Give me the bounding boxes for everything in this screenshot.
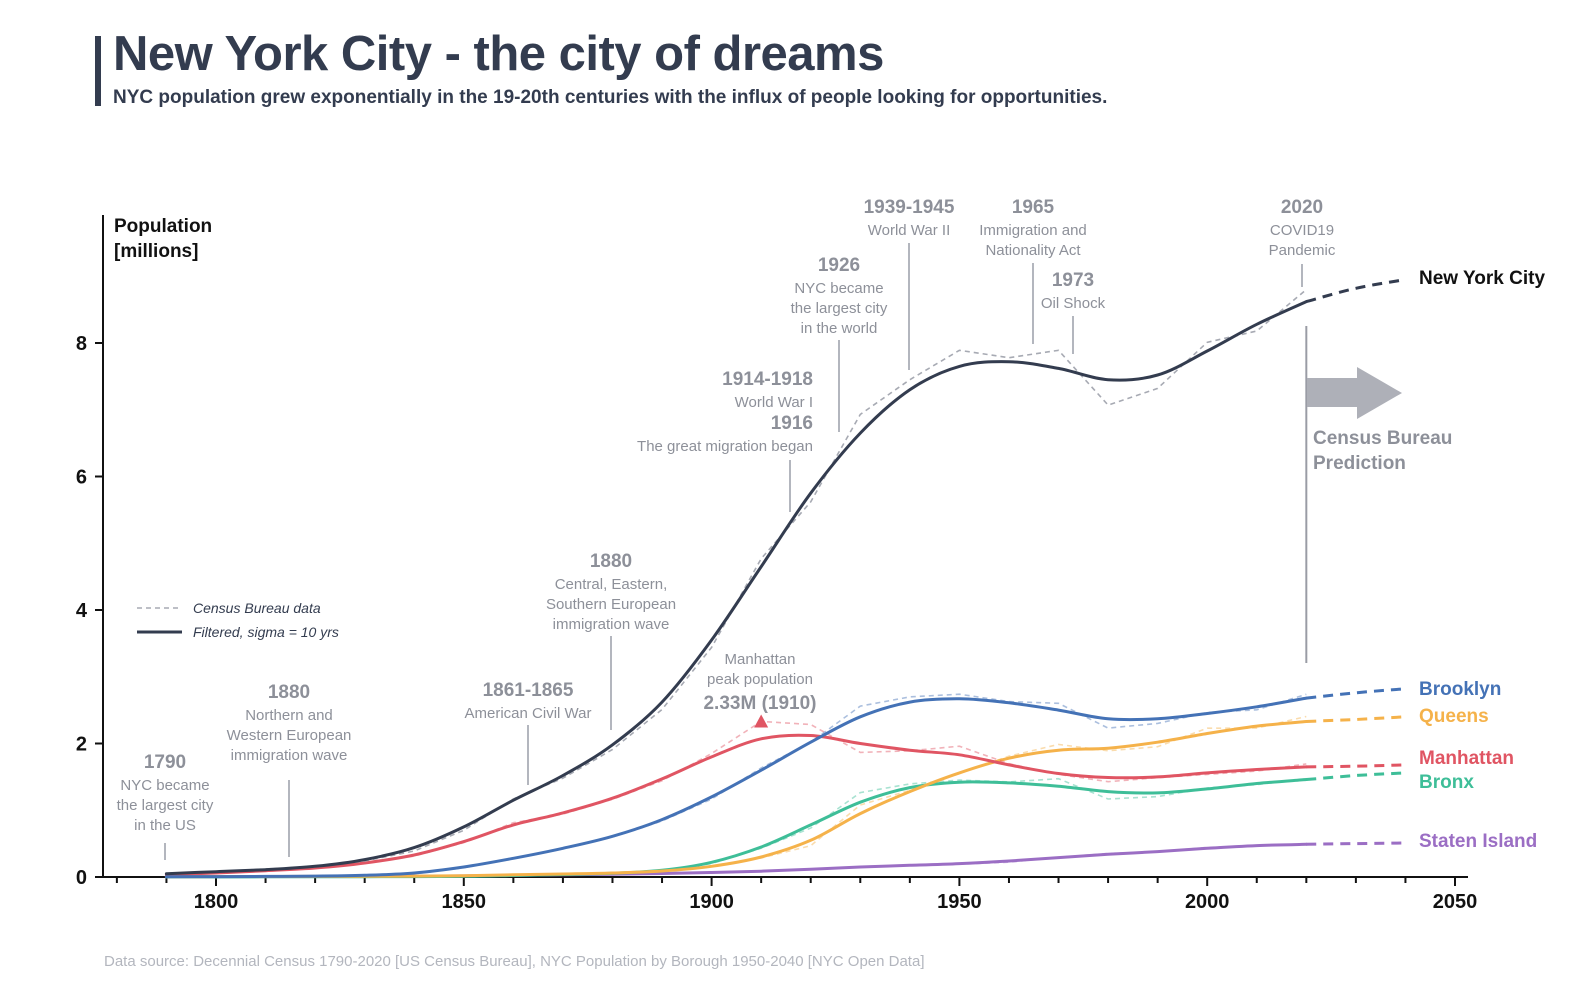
peak-annotation-line2: peak population xyxy=(707,671,813,688)
series-label-bronx: Bronx xyxy=(1419,772,1474,793)
annotation-text: NYC became xyxy=(120,777,209,794)
annotation-year: 1939-1945 xyxy=(864,197,955,218)
prediction-label-line1: Census Bureau xyxy=(1313,428,1452,449)
annotation: 1973 Oil Shock xyxy=(1041,270,1106,354)
filtered-line-manhattan xyxy=(164,733,1308,877)
peak-annotation-line1: Manhattan xyxy=(725,651,796,668)
prediction-label-line2: Prediction xyxy=(1313,453,1406,474)
x-tick-label: 2050 xyxy=(1433,891,1478,913)
annotation-text: The great migration began xyxy=(637,438,813,455)
prediction-line-staten-island xyxy=(1306,841,1406,846)
x-tick-label: 2000 xyxy=(1185,891,1230,913)
annotation-text: Northern and xyxy=(245,707,333,724)
prediction-arrow-icon xyxy=(1307,367,1402,419)
filtered-line-staten-island xyxy=(164,842,1308,879)
annotation-year: 1926 xyxy=(818,255,860,276)
legend: Census Bureau data Filtered, sigma = 10 y… xyxy=(137,600,339,640)
annotation-text: Nationality Act xyxy=(985,242,1081,259)
annotation: 1926 NYC became the largest city in the wor… xyxy=(791,255,888,432)
series-label-queens: Queens xyxy=(1419,706,1489,727)
prediction-line-brooklyn xyxy=(1306,687,1406,700)
x-tick-label: 1800 xyxy=(194,891,239,913)
y-tick-label: 2 xyxy=(76,734,87,756)
annotation-year: 1916 xyxy=(771,413,813,434)
prediction-line-queens xyxy=(1306,715,1406,723)
y-axis-label-line2: [millions] xyxy=(114,241,199,262)
x-tick-label: 1900 xyxy=(689,891,734,913)
annotation: 1880 Central, Eastern, Southern European im… xyxy=(546,551,676,730)
annotation-text: Central, Eastern, xyxy=(555,576,668,593)
annotation-text: the largest city xyxy=(117,797,214,814)
annotation-text: the largest city xyxy=(791,300,888,317)
x-tick-label: 1850 xyxy=(442,891,487,913)
annotation-year: 1914-1918 xyxy=(722,369,813,390)
annotation-year: 1880 xyxy=(268,682,310,703)
filtered-line-brooklyn xyxy=(164,696,1308,879)
annotation-year: 1880 xyxy=(590,551,632,572)
y-axis-label-line1: Population xyxy=(114,216,213,237)
y-axis-label: Population [millions] xyxy=(114,214,212,264)
annotation-year: 1861-1865 xyxy=(483,680,574,701)
annotation: 1790 NYC became the largest city in the US xyxy=(117,752,214,860)
annotation-text: in the US xyxy=(134,817,196,834)
page-title: New York City - the city of dreams xyxy=(113,27,884,81)
annotation-text: in the world xyxy=(801,320,878,337)
title-accent-bar xyxy=(95,36,101,106)
annotation-year: 1973 xyxy=(1052,270,1094,291)
series-label-manhattan: Manhattan xyxy=(1419,748,1514,769)
legend-label-census: Census Bureau data xyxy=(193,600,321,616)
y-tick-label: 4 xyxy=(76,600,88,622)
prediction-line-manhattan xyxy=(1306,763,1406,769)
legend-label-filtered: Filtered, sigma = 10 yrs xyxy=(193,624,339,640)
annotation: 1914-1918 World War I xyxy=(722,369,813,411)
annotation-text: NYC became xyxy=(794,280,883,297)
series-label-new-york-city: New York City xyxy=(1419,268,1545,289)
y-tick-label: 8 xyxy=(76,333,87,355)
annotation-year: 1965 xyxy=(1012,197,1055,218)
annotation-text: immigration wave xyxy=(553,616,670,633)
y-tick-label: 0 xyxy=(76,867,87,889)
prediction-line-new-york-city xyxy=(1305,278,1406,304)
annotation-text: immigration wave xyxy=(231,747,348,764)
series-label-staten-island: Staten Island xyxy=(1419,831,1537,852)
annotation-text: Pandemic xyxy=(1269,242,1336,259)
x-tick-label: 1950 xyxy=(937,891,982,913)
peak-annotation-value: 2.33M (1910) xyxy=(703,693,816,714)
annotation: 1916 The great migration began xyxy=(637,413,813,512)
data-source-note: Data source: Decennial Census 1790-2020 … xyxy=(104,953,925,970)
annotation-text: American Civil War xyxy=(465,705,592,722)
annotation-text: Oil Shock xyxy=(1041,295,1106,312)
annotation: 1939-1945 World War II xyxy=(864,197,955,370)
annotation-text: World War II xyxy=(868,222,951,239)
annotation: 1965 Immigration and Nationality Act xyxy=(979,197,1087,344)
series-label-brooklyn: Brooklyn xyxy=(1419,679,1501,700)
annotation: 1880 Northern and Western European immigrat… xyxy=(227,682,352,857)
annotation: 1861-1865 American Civil War xyxy=(465,680,592,785)
annotation-text: COVID19 xyxy=(1270,222,1334,239)
y-tick-label: 6 xyxy=(76,467,87,489)
peak-marker-icon xyxy=(754,714,769,728)
annotation-text: Western European xyxy=(227,727,352,744)
prediction-line-bronx xyxy=(1306,771,1406,781)
annotation-year: 1790 xyxy=(144,752,186,773)
page-subtitle: NYC population grew exponentially in the… xyxy=(113,87,1108,108)
annotation-text: Immigration and xyxy=(979,222,1087,239)
annotation-text: World War I xyxy=(735,394,813,411)
annotation: 2020 COVID19 Pandemic xyxy=(1269,197,1336,287)
filtered-line-new-york-city xyxy=(164,300,1308,876)
annotation-year: 2020 xyxy=(1281,197,1323,218)
annotation-text: Southern European xyxy=(546,596,676,613)
